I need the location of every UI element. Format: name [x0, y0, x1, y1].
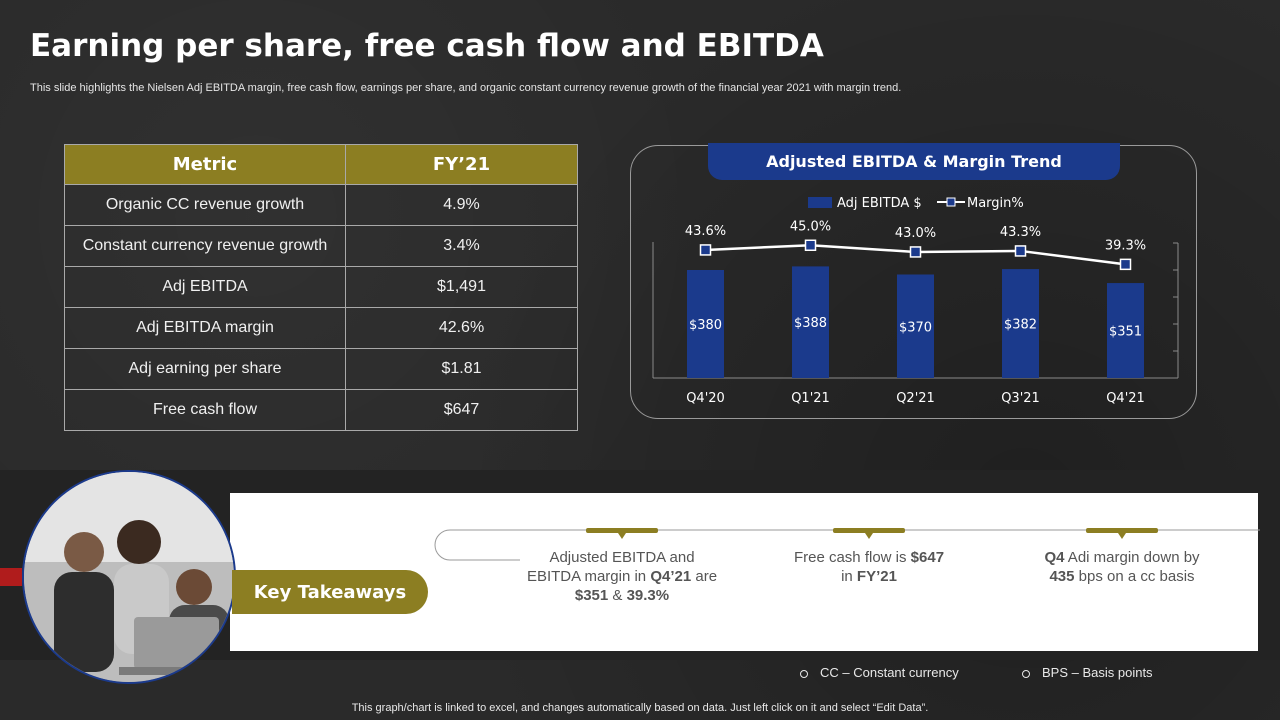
margin-value-label: 43.0%	[895, 226, 936, 241]
team-photo	[22, 470, 236, 684]
bar	[687, 270, 724, 378]
metric-name: Free cash flow	[64, 389, 346, 431]
bar	[792, 266, 829, 378]
takeaway-1-pointer	[618, 533, 626, 539]
margin-value-label: 45.0%	[790, 219, 831, 234]
x-tick-label: Q3'21	[1001, 391, 1040, 406]
table-header-row: Metric FY’21	[64, 144, 578, 185]
legend-bar-swatch	[808, 197, 832, 208]
accent-marker	[0, 568, 22, 586]
note-bps: BPS – Basis points	[1022, 665, 1153, 680]
metric-value: 42.6%	[345, 307, 578, 349]
margin-point	[699, 244, 712, 256]
x-tick-label: Q4'20	[686, 391, 725, 406]
margin-point	[909, 246, 922, 258]
metric-name: Adj earning per share	[64, 348, 346, 390]
x-tick-label: Q1'21	[791, 391, 830, 406]
metric-value: 4.9%	[345, 184, 578, 226]
bar	[1107, 283, 1144, 378]
legend-line-marker	[946, 197, 956, 207]
x-tick-label: Q4'21	[1106, 391, 1145, 406]
table-row: Organic CC revenue growth 4.9%	[64, 184, 578, 226]
takeaway-1: Adjusted EBITDA and EBITDA margin in Q4’…	[526, 549, 718, 604]
metric-value: $1,491	[345, 266, 578, 308]
bar-value-label: $382	[1004, 318, 1037, 333]
table-header-metric: Metric	[64, 144, 346, 185]
table-row: Free cash flow $647	[64, 389, 578, 431]
legend-line-label: Margin%	[967, 196, 1024, 211]
metric-name: Adj EBITDA	[64, 266, 346, 308]
bullet-icon	[1022, 669, 1030, 678]
metric-name: Adj EBITDA margin	[64, 307, 346, 349]
legend-bar-label: Adj EBITDA $	[837, 196, 922, 211]
key-takeaways-label: Key Takeaways	[232, 570, 428, 614]
takeaway-2: Free cash flow is $647 in FY’21	[793, 549, 945, 585]
takeaway-3-tab	[1086, 528, 1158, 533]
chart-title: Adjusted EBITDA & Margin Trend	[708, 143, 1120, 180]
bullet-icon	[800, 669, 808, 678]
note-cc: CC – Constant currency	[800, 665, 959, 680]
takeaway-2-pointer	[865, 533, 873, 539]
page-title: Earning per share, free cash flow and EB…	[30, 28, 824, 64]
metric-name: Constant currency revenue growth	[64, 225, 346, 267]
metric-value: 3.4%	[345, 225, 578, 267]
table-row: Constant currency revenue growth 3.4%	[64, 225, 578, 267]
table-row: Adj EBITDA $1,491	[64, 266, 578, 308]
margin-value-label: 43.6%	[685, 224, 726, 239]
page-subtitle: This slide highlights the Nielsen Adj EB…	[30, 82, 902, 94]
metric-name: Organic CC revenue growth	[64, 184, 346, 226]
chart-plot: $380 Q4'20 $388 Q1'21 $370 Q2'21 $382 Q3'21 $351…	[652, 219, 1179, 406]
people-illustration	[24, 472, 234, 682]
margin-point	[804, 239, 817, 251]
bar-value-label: $388	[794, 316, 827, 331]
bar-value-label: $351	[1109, 325, 1142, 340]
metric-value: $647	[345, 389, 578, 431]
margin-value-label: 39.3%	[1105, 238, 1146, 253]
margin-point	[1119, 258, 1132, 271]
metric-value: $1.81	[345, 348, 578, 390]
takeaway-3-pointer	[1118, 533, 1126, 539]
footer-note: This graph/chart is linked to excel, and…	[351, 702, 929, 714]
takeaway-1-tab	[586, 528, 658, 533]
takeaway-3: Q4 Adi margin down by 435 bps on a cc ba…	[1044, 549, 1200, 585]
metrics-table: Metric FY’21 Organic CC revenue growth 4.…	[64, 144, 578, 431]
margin-value-label: 43.3%	[1000, 225, 1041, 240]
table-row: Adj earning per share $1.81	[64, 348, 578, 390]
bar	[897, 274, 934, 378]
bar-value-label: $370	[899, 320, 932, 335]
table-row: Adj EBITDA margin 42.6%	[64, 307, 578, 349]
table-header-fy21: FY’21	[345, 144, 578, 185]
x-tick-label: Q2'21	[896, 391, 935, 406]
connector-line	[434, 529, 1260, 561]
bar	[1002, 269, 1039, 378]
ebitda-margin-chart: Adj EBITDA $ Margin% $380Q4'20$388Q1'21$3…	[652, 196, 1179, 406]
margin-point	[1014, 245, 1027, 257]
takeaway-2-tab	[833, 528, 905, 533]
bar-value-label: $380	[689, 318, 722, 333]
chart-legend: Adj EBITDA $ Margin%	[808, 196, 1024, 211]
